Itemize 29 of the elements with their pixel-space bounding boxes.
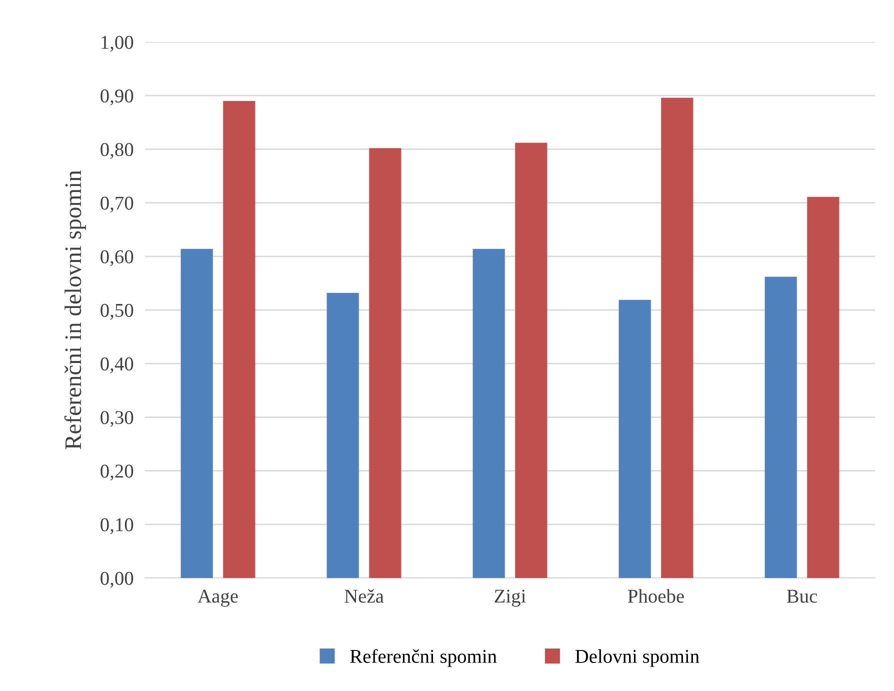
bar [326, 292, 359, 578]
y-tick-label: 0,80 [100, 143, 134, 159]
bar [472, 248, 505, 578]
y-tick-label: 0,30 [100, 411, 134, 427]
bar [180, 248, 213, 578]
y-tick-label: 0,20 [100, 464, 134, 481]
bar [369, 148, 402, 578]
bar [764, 276, 797, 578]
y-tick-label: 0,90 [100, 89, 134, 106]
y-tick-label: 0,40 [100, 357, 134, 374]
x-tick-label: Zigi [494, 590, 526, 607]
legend-label: Delovni spomin [575, 649, 700, 667]
y-tick-label: 0,50 [100, 304, 134, 320]
bar [618, 300, 651, 578]
x-tick-label: Phoebe [628, 589, 684, 603]
legend-label: Referenčni spomin [350, 649, 497, 667]
y-tick-label: 0,00 [100, 572, 134, 588]
y-tick-label: 1,00 [102, 36, 134, 52]
bar [807, 196, 840, 578]
bar [223, 100, 256, 578]
y-axis-title: Referenčni in delovni spomin [64, 170, 86, 450]
x-tick-label: Aage [198, 590, 238, 607]
y-tick-label: 0,60 [100, 250, 134, 266]
bar [661, 98, 694, 578]
y-tick-label: 0,70 [100, 196, 134, 213]
x-tick-label: Buc [786, 590, 818, 603]
bar [515, 142, 548, 578]
x-tick-label: Neža [344, 589, 384, 603]
y-tick-label: 0,10 [100, 518, 134, 534]
